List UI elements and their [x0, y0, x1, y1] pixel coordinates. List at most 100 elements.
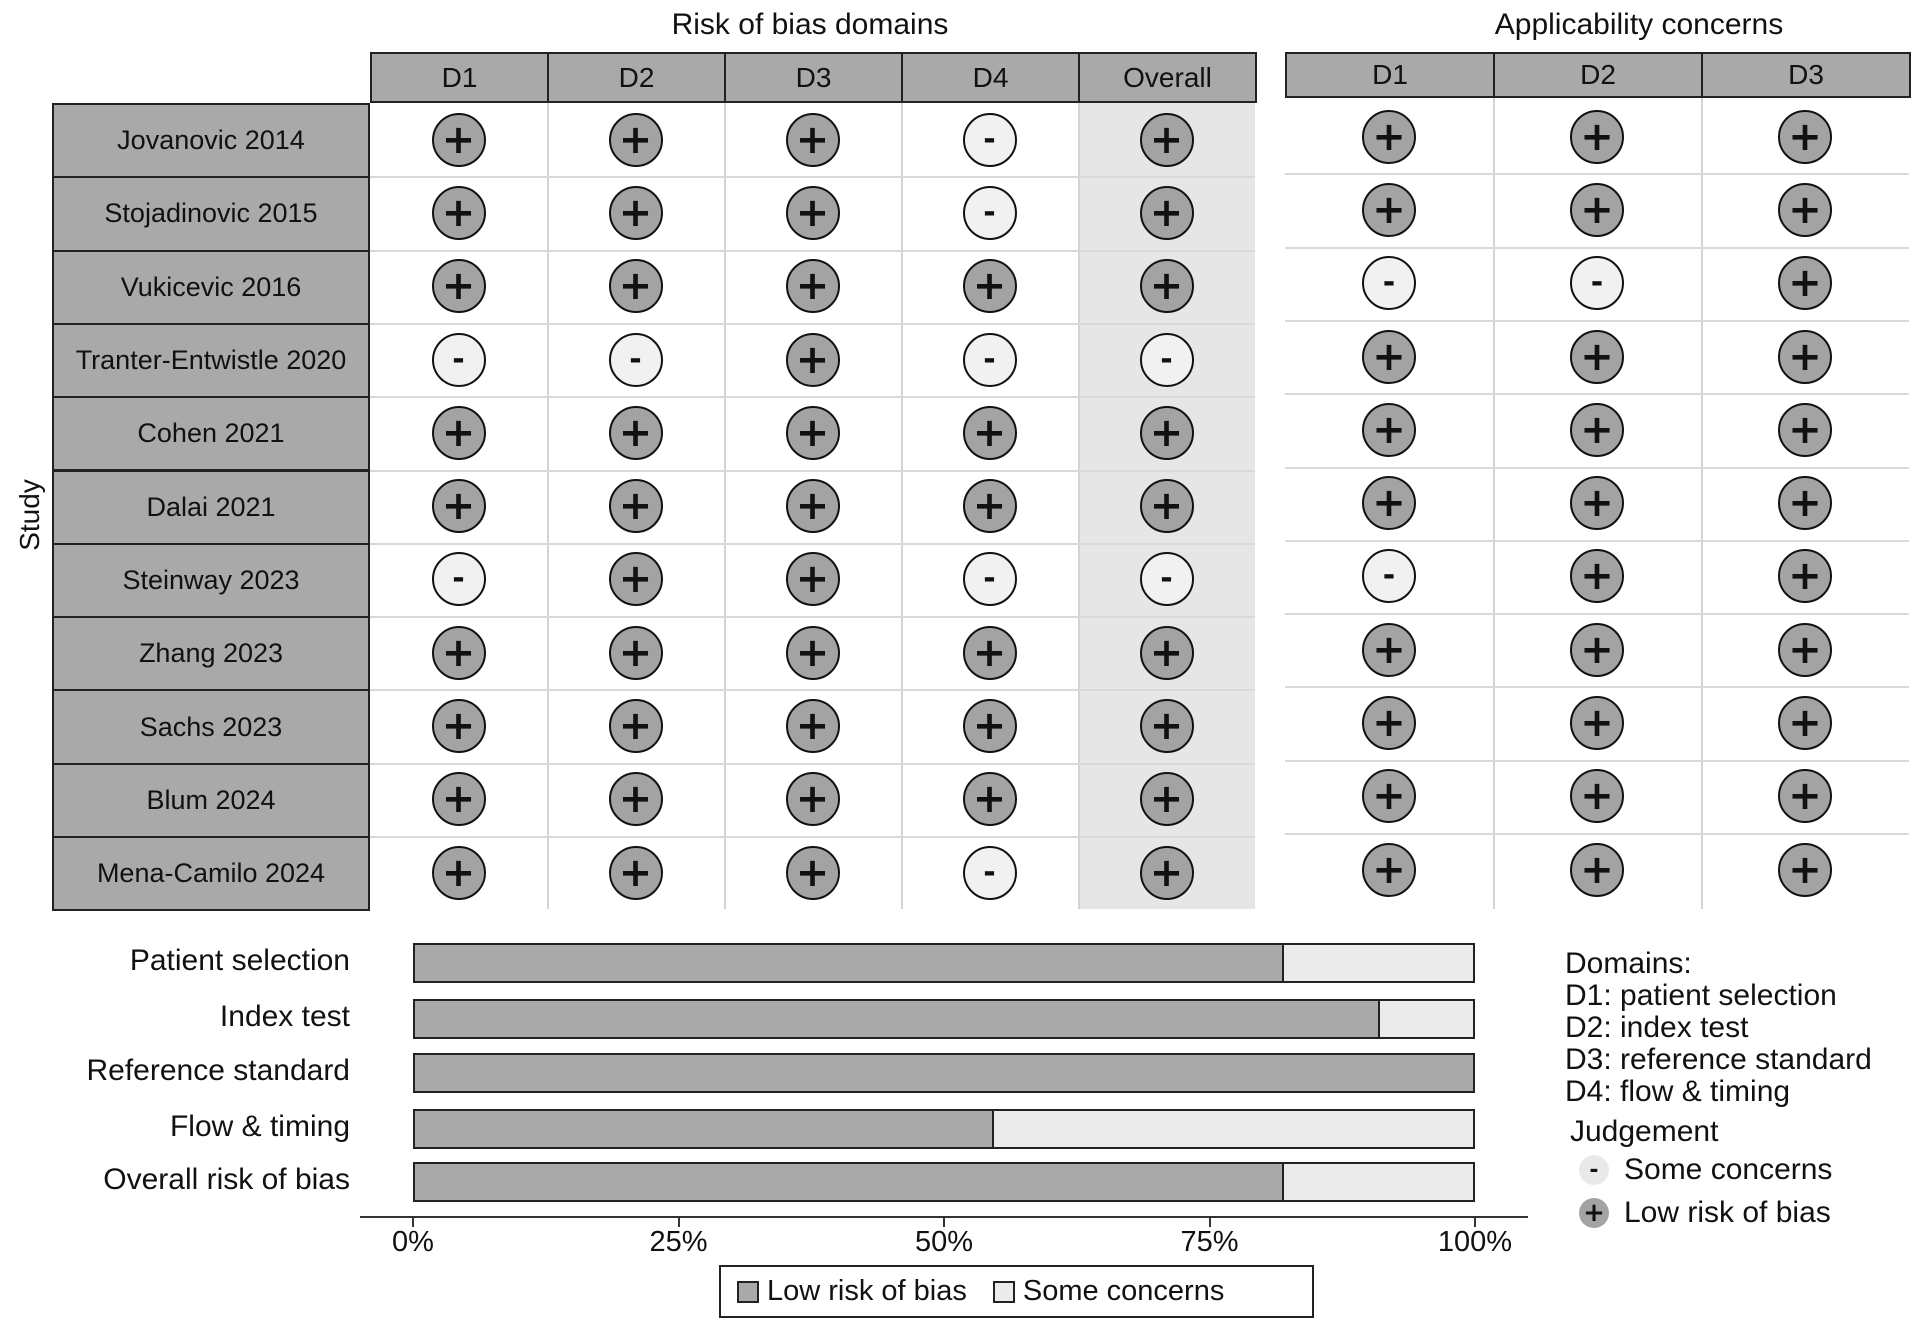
study-name: Jovanovic 2014	[52, 103, 370, 179]
rob-header-overall: Overall	[1078, 52, 1257, 103]
judgement-low-icon: +	[431, 479, 486, 534]
judgement-low-icon: +	[1570, 402, 1624, 457]
judgement-low-icon: +	[1778, 256, 1832, 311]
bar-category-label: Index test	[219, 1000, 350, 1033]
domain-key-d3: D3: reference standard	[1565, 1043, 1872, 1076]
domains-key-title: Domains:	[1565, 947, 1692, 980]
study-name: Tranter-Entwistle 2020	[52, 322, 370, 399]
study-name: Stojadinovic 2015	[52, 176, 370, 252]
study-name: Zhang 2023	[52, 616, 370, 692]
study-axis-label: Study	[14, 479, 46, 551]
x-axis-tick	[1474, 1217, 1476, 1227]
grid-line-horizontal	[1285, 759, 1909, 762]
judgement-low-icon: +	[1778, 549, 1832, 604]
judgement-low-icon: +	[1778, 109, 1832, 164]
x-axis-tick-label: 25%	[649, 1226, 708, 1258]
x-axis-tick-label: 75%	[1180, 1226, 1239, 1258]
study-name: Dalai 2021	[52, 469, 370, 545]
judgement-low-icon: +	[1778, 769, 1832, 824]
judgement-low-icon: +	[785, 699, 840, 754]
app-header-d3: D3	[1701, 52, 1911, 98]
judgement-low-icon: +	[962, 699, 1017, 754]
app-header-d1: D1	[1285, 52, 1495, 98]
study-name: Blum 2024	[52, 762, 370, 838]
bar-segment-low-risk	[415, 1055, 1473, 1091]
judgement-low-icon: +	[608, 552, 663, 607]
judgement-some-icon: -	[1362, 549, 1416, 604]
judgement-low-icon: +	[431, 699, 486, 754]
judgement-low-icon: +	[608, 185, 663, 240]
judgement-low-icon: +	[1362, 109, 1416, 164]
judgement-low-icon: +	[1570, 769, 1624, 824]
bar-legend: Low risk of bias Some concerns	[719, 1265, 1314, 1318]
judgement-low-icon: +	[785, 845, 840, 900]
judgement-low-icon: +	[1570, 109, 1624, 164]
rob-header-d2: D2	[547, 52, 726, 103]
judgement-low-icon: +	[785, 405, 840, 460]
x-axis-tick-label: 100%	[1437, 1226, 1513, 1258]
grid-line-horizontal	[1285, 319, 1909, 322]
grid-line-vertical	[547, 103, 549, 910]
judgement-low-icon: +	[608, 259, 663, 314]
judgement-low-icon: +	[1362, 769, 1416, 824]
judgement-low-icon: +	[1139, 185, 1194, 240]
grid-line-horizontal	[370, 689, 1255, 692]
judgement-low-icon: +	[431, 625, 486, 680]
judgement-low-icon: +	[785, 552, 840, 607]
x-axis-tick	[943, 1217, 945, 1227]
rob-header-d4: D4	[901, 52, 1080, 103]
judgement-low-icon: +	[1570, 182, 1624, 237]
bar-track	[413, 1162, 1475, 1202]
grid-line-vertical	[1078, 103, 1080, 910]
grid-line-horizontal	[1285, 833, 1909, 835]
x-axis-tick	[677, 1217, 680, 1227]
judgement-low-icon: +	[608, 699, 663, 754]
judgement-low-icon: +	[1139, 479, 1194, 534]
grid-line-horizontal	[370, 249, 1255, 252]
judgement-some-icon: -	[431, 332, 486, 387]
grid-line-horizontal	[370, 176, 1255, 179]
judgement-low-icon: +	[1570, 329, 1624, 384]
grid-line-horizontal	[370, 616, 1255, 619]
judgement-low-icon: +	[431, 845, 486, 900]
grid-line-vertical	[901, 103, 903, 910]
grid-line-horizontal	[370, 542, 1255, 545]
judgement-low-icon: +	[785, 332, 840, 387]
x-axis-tick	[412, 1217, 414, 1227]
judgement-low-icon: +	[1570, 622, 1624, 677]
grid-line-horizontal	[370, 836, 1255, 838]
applicability-section-title: Applicability concerns	[1494, 8, 1784, 41]
legend-swatch-low	[737, 1280, 759, 1303]
judgement-low-icon: +	[431, 112, 486, 167]
study-name: Vukicevic 2016	[52, 249, 370, 325]
grid-line-vertical	[724, 103, 726, 910]
study-name: Cohen 2021	[52, 396, 370, 472]
grid-line-horizontal	[1285, 539, 1909, 542]
judgement-low-icon: +	[431, 259, 486, 314]
grid-line-horizontal	[1285, 686, 1909, 689]
bar-track	[413, 999, 1475, 1039]
judgement-key-title: Judgement	[1570, 1115, 1719, 1148]
judgement-some-icon: -	[1570, 256, 1624, 311]
domain-key-d2: D2: index test	[1565, 1011, 1749, 1044]
judgement-low-icon: +	[1778, 402, 1832, 457]
rob-section-title: Risk of bias domains	[671, 8, 949, 41]
study-name: Mena-Camilo 2024	[52, 836, 370, 912]
grid-line-horizontal	[370, 762, 1255, 765]
bar-category-label: Overall risk of bias	[103, 1163, 350, 1196]
grid-line-horizontal	[1285, 246, 1909, 249]
judgement-low-icon: +	[1570, 842, 1624, 897]
judgement-low-icon: +	[1362, 402, 1416, 457]
judgement-low-icon: +	[1778, 696, 1832, 751]
x-axis-tick	[1208, 1217, 1211, 1227]
judgement-low-icon: +	[962, 479, 1017, 534]
judgement-low-icon: +	[1139, 845, 1194, 900]
grid-line-horizontal	[370, 396, 1255, 399]
bar-category-label: Reference standard	[86, 1054, 351, 1087]
judgement-low-icon: +	[962, 405, 1017, 460]
judgement-low-icon: +	[1362, 842, 1416, 897]
judgement-low-icon: +	[1139, 112, 1194, 167]
x-axis-tick-label: 0%	[392, 1226, 434, 1258]
grid-line-horizontal	[1285, 613, 1909, 616]
judgement-some-icon: -	[962, 112, 1017, 167]
